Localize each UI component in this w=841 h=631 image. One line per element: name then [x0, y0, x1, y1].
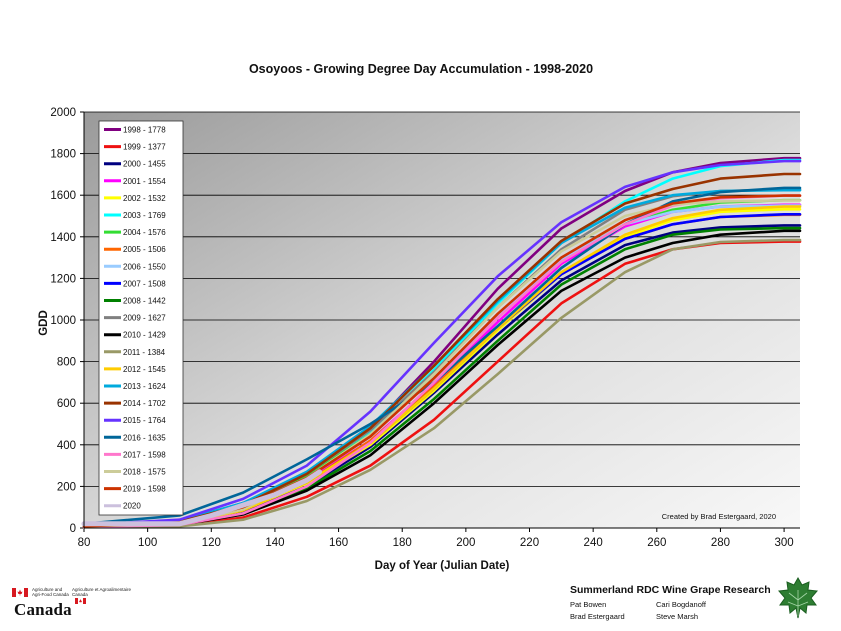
credit-name: Brad Estergaard [570, 612, 625, 621]
legend-entry: 2010 - 1429 [123, 331, 166, 340]
chart-title: Osoyoos - Growing Degree Day Accumulatio… [249, 62, 593, 76]
x-tick-label: 80 [78, 537, 91, 549]
legend-entry: 2002 - 1532 [123, 194, 166, 203]
credit-name: Cari Bogdanoff [656, 600, 706, 609]
legend-entry: 2009 - 1627 [123, 314, 166, 323]
y-tick-label: 1000 [50, 315, 76, 327]
chart-annotation: Created by Brad Estergaard, 2020 [662, 512, 776, 521]
x-tick-label: 180 [393, 537, 412, 549]
research-credit: Summerland RDC Wine Grape Research Pat B… [570, 576, 830, 628]
series-lines [81, 156, 802, 529]
y-tick-label: 200 [57, 481, 76, 493]
series-line [82, 186, 802, 526]
x-tick-label: 160 [329, 537, 348, 549]
gov-name-fr: Agriculture et Agroalimentaire Canada [72, 587, 132, 597]
legend-entry: 2017 - 1598 [123, 450, 166, 459]
legend-entry: 2014 - 1702 [123, 399, 166, 408]
legend-entry: 1998 - 1778 [123, 126, 166, 135]
wordmark-flag-icon [75, 598, 86, 604]
y-tick-labels: 0 200 400 600 800 1000 1200 1400 1600 1800 2000 [50, 107, 76, 535]
y-tick-label: 1800 [50, 149, 76, 161]
gdd-line-chart: Osoyoos - Growing Degree Day Accumulatio… [38, 62, 802, 572]
gov-name-en: Agriculture and Agri-Food Canada [32, 587, 69, 597]
x-tick-label: 300 [774, 537, 793, 549]
y-tick-label: 400 [57, 440, 76, 452]
x-axis-title: Day of Year (Julian Date) [375, 560, 510, 572]
legend-entry: 2015 - 1764 [123, 416, 166, 425]
legend-entry: 1999 - 1377 [123, 143, 166, 152]
y-axis-title: GDD [38, 310, 50, 336]
series-line [82, 159, 802, 527]
canada-flag-icon [12, 588, 28, 597]
x-tick-label: 100 [138, 537, 157, 549]
legend-entry: 2012 - 1545 [123, 365, 166, 374]
legend: 1998 - 1778 1999 - 1377 2000 - 1455 2001 - … [98, 120, 184, 516]
legend-entry: 2013 - 1624 [123, 382, 166, 391]
grape-leaf-icon [778, 576, 818, 619]
series-line [82, 238, 802, 529]
legend-entry: 2018 - 1575 [123, 468, 166, 477]
credit-name: Steve Marsh [656, 612, 699, 621]
x-tick-label: 120 [202, 537, 221, 549]
gov-signature: Agriculture and Agri-Food Canada Agricul… [12, 586, 172, 626]
y-tick-label: 0 [70, 523, 76, 535]
y-tick-label: 1200 [50, 273, 76, 285]
legend-entry: 2006 - 1550 [123, 262, 166, 271]
y-tick-label: 600 [57, 398, 76, 410]
canada-wordmark: Canada [14, 600, 72, 619]
credit-name: Pat Bowen [570, 600, 607, 609]
legend-entry: 2019 - 1598 [123, 485, 166, 494]
y-tick-label: 2000 [50, 107, 76, 119]
legend-entry: 2020 [123, 502, 141, 511]
research-title: Summerland RDC Wine Grape Research [570, 584, 771, 596]
gridlines [80, 111, 800, 532]
series-line [81, 469, 322, 527]
x-tick-label: 140 [265, 537, 284, 549]
legend-entry: 2007 - 1508 [123, 279, 166, 288]
legend-entry: 2008 - 1442 [123, 297, 166, 306]
legend-entry: 2001 - 1554 [123, 177, 166, 186]
legend-entry: 2011 - 1384 [123, 348, 166, 357]
x-tick-labels: 80 100 120 140 160 180 200 220 240 260 280 300 [78, 537, 794, 549]
y-tick-label: 1400 [50, 232, 76, 244]
legend-entry: 2004 - 1576 [123, 228, 166, 237]
x-tick-label: 240 [584, 537, 603, 549]
y-tick-label: 1600 [50, 190, 76, 202]
x-tick-label: 200 [456, 537, 475, 549]
x-tick-label: 260 [647, 537, 666, 549]
y-tick-label: 800 [57, 357, 76, 369]
x-tick-label: 220 [520, 537, 539, 549]
x-tick-label: 280 [711, 537, 730, 549]
legend-entry: 2016 - 1635 [123, 433, 166, 442]
series-line [82, 199, 802, 528]
legend-entry: 2000 - 1455 [123, 160, 166, 169]
legend-entry: 2003 - 1769 [123, 211, 166, 220]
legend-entry: 2005 - 1506 [123, 245, 166, 254]
